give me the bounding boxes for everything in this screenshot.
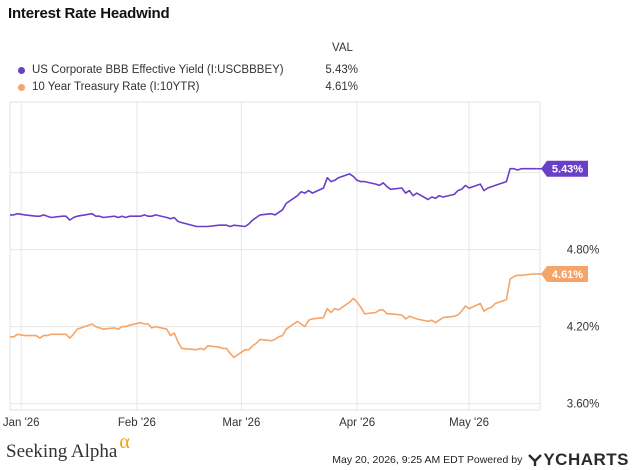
x-tick-label: Mar '26 <box>222 417 260 429</box>
ycharts-chevron-icon <box>528 454 543 466</box>
legend-value-bbb: 5.43% <box>325 64 358 76</box>
legend-swatch-bbb <box>18 66 25 74</box>
seeking-alpha-wordmark: Seeking Alpha <box>6 441 118 462</box>
x-tick-label: Jan '26 <box>3 417 40 429</box>
series-value-label-0: 5.43% <box>552 164 583 176</box>
series-value-label-1: 4.61% <box>552 269 583 281</box>
y-tick-label: 4.80% <box>567 245 600 257</box>
plot-area-border <box>9 101 541 411</box>
legend-label-bbb: US Corporate BBB Effective Yield (I:USCB… <box>32 64 284 76</box>
y-tick-label: 4.20% <box>567 322 600 334</box>
chart-panel <box>10 28 632 444</box>
legend-item-treasury[interactable]: 10 Year Treasury Rate (I:10YTR) 4.61% <box>18 79 358 95</box>
legend-swatch-treasury <box>18 83 25 91</box>
footer-timestamp: May 20, 2026, 9:25 AM EDT Powered by <box>332 454 523 466</box>
x-tick-label: May '26 <box>449 417 489 429</box>
legend-value-header: VAL <box>332 42 353 54</box>
footer-attribution: May 20, 2026, 9:25 AM EDT Powered by YCH… <box>332 450 629 470</box>
series-line-0 <box>10 167 537 228</box>
chart-title: Interest Rate Headwind <box>8 5 170 22</box>
legend-value-treasury: 4.61% <box>325 81 358 93</box>
ycharts-logo[interactable]: YCHARTS <box>528 450 629 470</box>
ycharts-wordmark: YCHARTS <box>543 450 629 469</box>
x-tick-label: Feb '26 <box>118 417 156 429</box>
series-value-tag-1 <box>541 265 588 282</box>
y-tick-label: 3.60% <box>567 399 600 411</box>
legend-item-bbb[interactable]: US Corporate BBB Effective Yield (I:USCB… <box>18 62 358 78</box>
series-value-tag-0 <box>541 160 588 177</box>
seeking-alpha-logo: Seeking Alpha α <box>6 431 130 463</box>
alpha-symbol: α <box>119 431 130 453</box>
legend-label-treasury: 10 Year Treasury Rate (I:10YTR) <box>32 81 200 93</box>
series-line-1 <box>10 273 537 359</box>
x-tick-label: Apr '26 <box>339 417 375 429</box>
